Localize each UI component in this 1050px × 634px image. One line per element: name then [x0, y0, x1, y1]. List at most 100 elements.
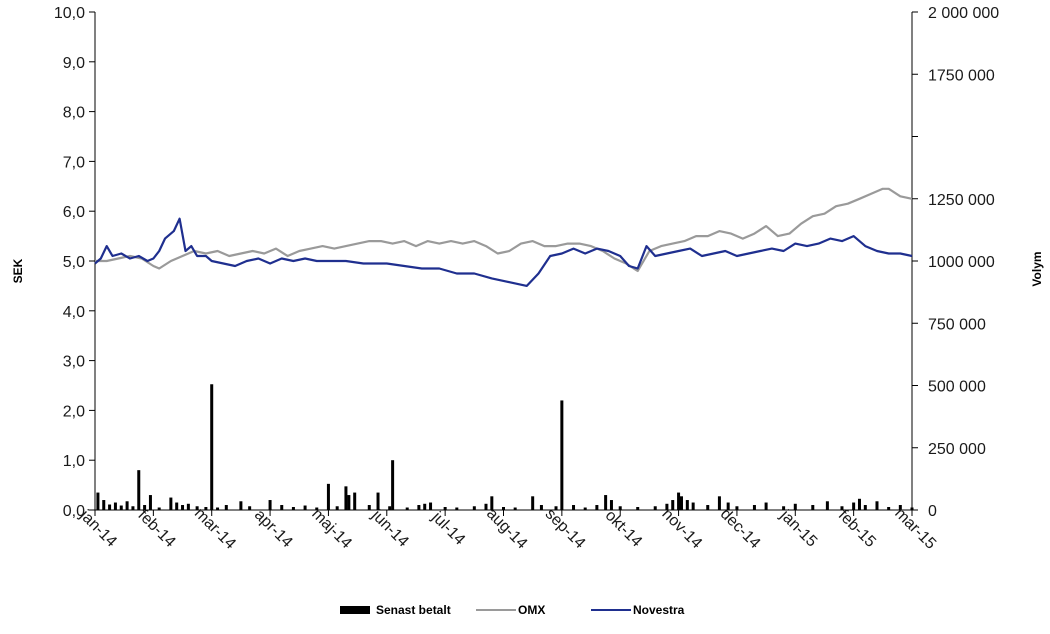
- y-tick-label: 3,0: [63, 354, 85, 371]
- volume-bar: [367, 505, 371, 510]
- legend-label: OMX: [518, 603, 545, 617]
- volume-bar: [609, 500, 613, 510]
- volume-bar: [560, 400, 564, 510]
- volume-bar: [429, 502, 433, 510]
- x-tick-label: jun-14: [368, 506, 412, 550]
- y2-tick-label: 1000 000: [928, 254, 995, 271]
- axis-labels: 0,0 1,0 2,0 3,0 4,0 5,0 6,0 7,0 8,0 9,0 10,0 0 250 0…: [54, 5, 999, 553]
- legend-label: Senast betalt: [376, 603, 451, 617]
- volume-bar: [335, 506, 339, 510]
- volume-bar: [910, 507, 914, 510]
- volume-bar: [811, 505, 815, 510]
- y2-tick-label: 2 000 000: [928, 5, 999, 22]
- y-tick-label: 5,0: [63, 254, 85, 271]
- y-tick-label: 9,0: [63, 55, 85, 72]
- volume-bar: [583, 507, 587, 510]
- volume-bar: [125, 501, 129, 510]
- volume-bar: [204, 507, 208, 510]
- volume-bar: [863, 505, 867, 510]
- volume-bar: [391, 460, 395, 510]
- volume-bar: [653, 506, 657, 510]
- volume-bar: [376, 492, 380, 510]
- volume-bars: [96, 384, 914, 510]
- volume-bar: [181, 505, 185, 510]
- x-tick-label: dec-14: [717, 506, 764, 553]
- x-tick-label: feb-14: [134, 507, 178, 551]
- volume-bar: [347, 495, 351, 510]
- volume-bar: [825, 501, 829, 510]
- volume-bar: [143, 505, 147, 510]
- volume-bar: [186, 503, 190, 510]
- volume-bar: [291, 507, 295, 510]
- legend: Senast betalt OMX Novestra: [340, 603, 685, 617]
- y-tick-label: 10,0: [54, 5, 85, 22]
- volume-bar: [852, 502, 856, 510]
- y-tick-label: 4,0: [63, 304, 85, 321]
- volume-bar: [691, 502, 695, 510]
- volume-bar: [239, 501, 243, 510]
- y-tick-label: 8,0: [63, 105, 85, 122]
- volume-bar: [472, 506, 476, 510]
- series-line-omx: [95, 187, 913, 273]
- legend-label: Novestra: [633, 603, 685, 617]
- volume-bar: [119, 505, 123, 510]
- y2-tick-label: 750 000: [928, 316, 986, 333]
- volume-bar: [764, 502, 768, 510]
- volume-bar: [280, 505, 284, 510]
- y-tick-label: 6,0: [63, 204, 85, 221]
- volume-bar: [388, 506, 392, 510]
- volume-bar: [326, 483, 330, 510]
- volume-bar: [677, 492, 681, 510]
- volume-bar: [554, 506, 558, 510]
- volume-bar: [443, 507, 447, 510]
- x-tick-label: jan-14: [76, 506, 120, 550]
- volume-bar: [113, 502, 117, 510]
- volume-bar: [303, 505, 307, 510]
- volume-bar: [875, 501, 879, 510]
- x-tick-label: sep-14: [542, 506, 589, 553]
- volume-bar: [315, 507, 319, 510]
- volume-bar: [455, 507, 459, 510]
- volume-bar: [531, 496, 535, 510]
- x-tick-label: aug-14: [483, 505, 530, 552]
- volume-bar: [169, 497, 173, 510]
- volume-bar: [782, 506, 786, 510]
- volume-bar: [195, 506, 199, 510]
- volume-bar: [539, 505, 543, 510]
- x-tick-label: nov-14: [658, 506, 705, 553]
- volume-bar: [665, 503, 669, 510]
- volume-bar: [840, 506, 844, 510]
- volume-bar: [353, 492, 357, 510]
- volume-bar: [898, 505, 902, 510]
- y-tick-label: 0,0: [63, 503, 85, 520]
- x-tick-label: mar-14: [191, 505, 239, 553]
- volume-bar: [726, 502, 730, 510]
- volume-bar: [405, 507, 409, 510]
- volume-bar: [671, 500, 675, 510]
- volume-bar: [706, 505, 710, 510]
- volume-bar: [717, 496, 721, 510]
- y2-tick-label: 250 000: [928, 441, 986, 458]
- volume-bar: [157, 507, 161, 510]
- y2-tick-label: 0: [928, 503, 937, 520]
- volume-bar: [857, 498, 861, 510]
- volume-bar: [793, 503, 797, 510]
- volume-bar: [513, 507, 517, 510]
- volume-bar: [148, 495, 152, 510]
- y2-tick-label: 1750 000: [928, 67, 995, 84]
- y2-tick-label: 500 000: [928, 379, 986, 396]
- volume-bar: [636, 507, 640, 510]
- axes: [89, 11, 918, 516]
- volume-bar: [679, 496, 683, 510]
- x-tick-label: apr-14: [251, 506, 296, 551]
- volume-bar: [175, 502, 179, 510]
- x-tick-label: feb-15: [835, 507, 879, 551]
- legend-swatch-senast-betalt: [340, 606, 370, 614]
- volume-bar: [887, 507, 891, 510]
- volume-bar: [484, 503, 488, 510]
- y-tick-label: 7,0: [63, 154, 85, 171]
- y-axis-title: SEK: [11, 258, 25, 283]
- x-tick-label: jan-15: [776, 506, 820, 550]
